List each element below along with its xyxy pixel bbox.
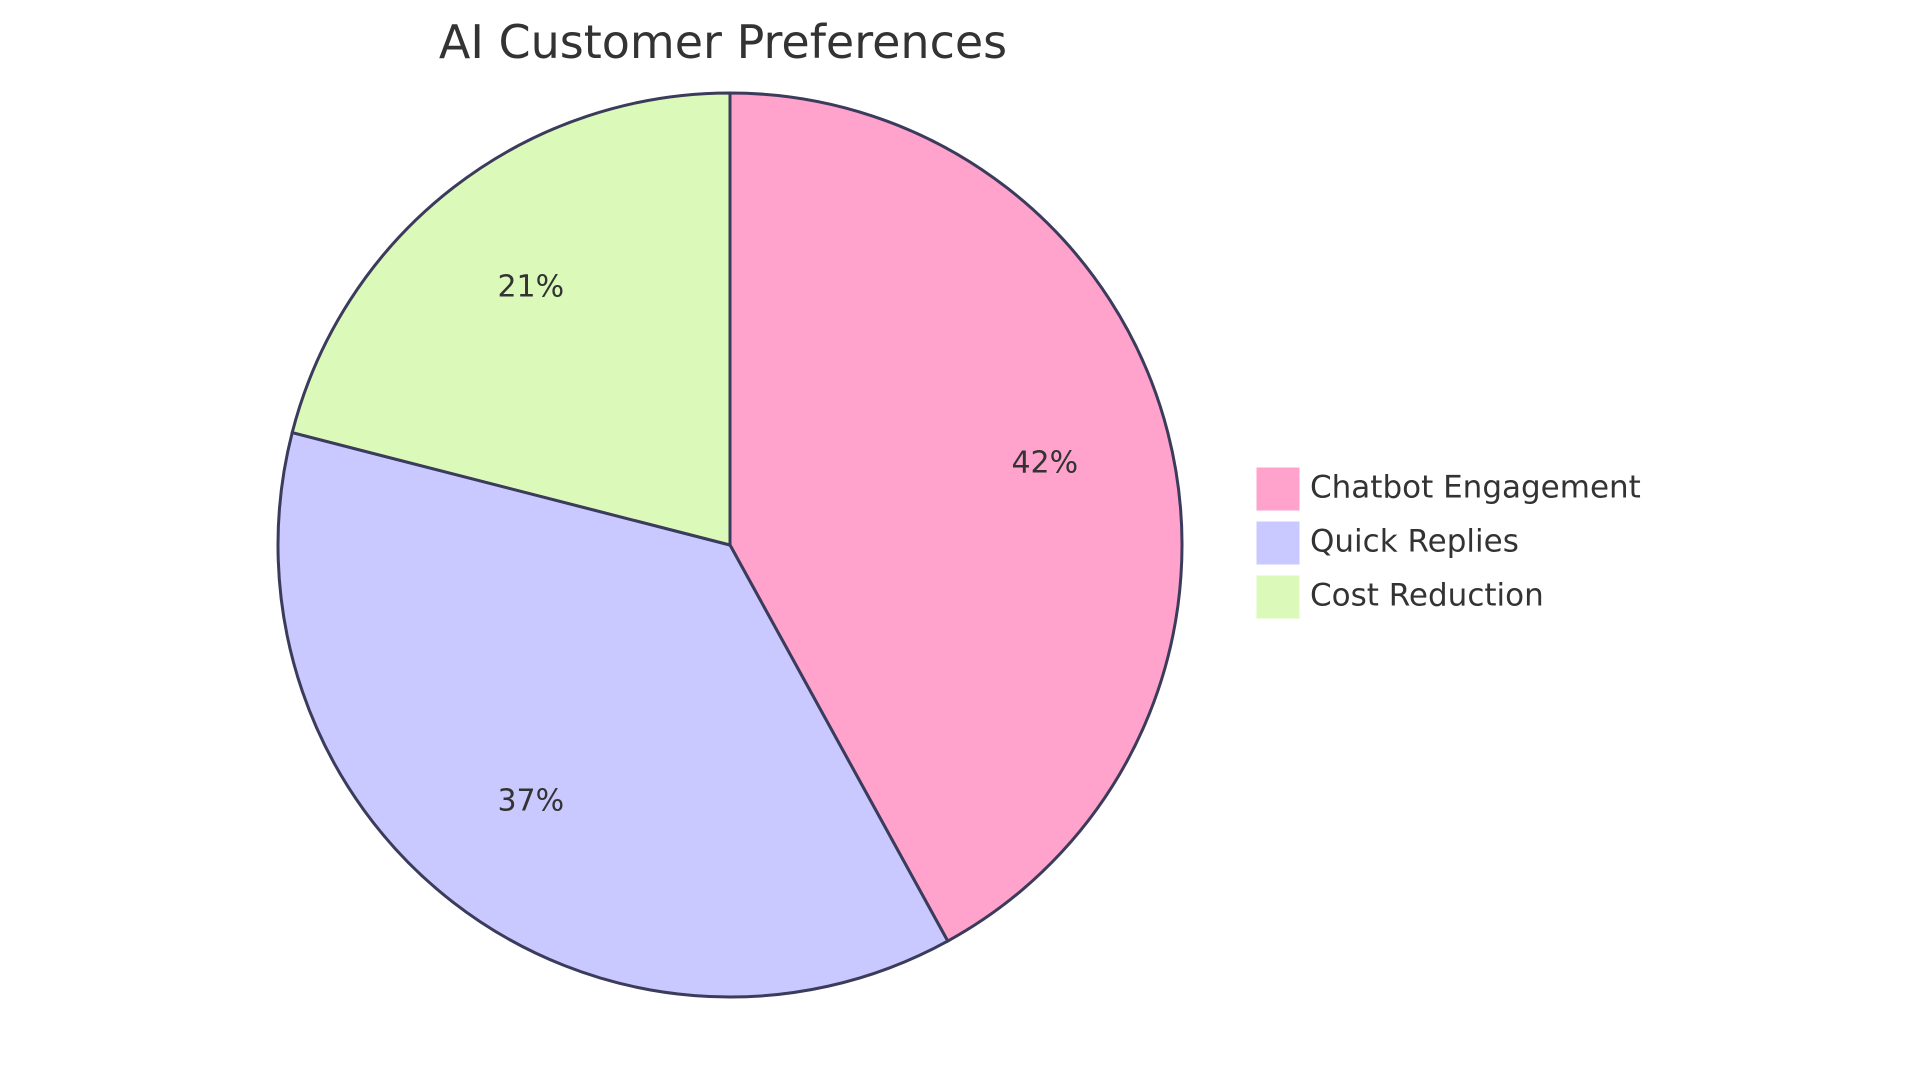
pie-slice-quick-replies xyxy=(276,430,950,999)
legend-swatch xyxy=(1255,466,1301,512)
legend-swatch xyxy=(1255,520,1301,566)
slice-labels: 42% 37% 21% xyxy=(497,270,1078,819)
legend: Chatbot Engagement Quick Replies Cost Redu… xyxy=(1255,466,1641,620)
legend-label: Quick Replies xyxy=(1310,524,1519,560)
slice-percent-label: 37% xyxy=(497,783,564,818)
pie-slices xyxy=(276,91,1184,999)
pie-slice-cost-reduction xyxy=(290,91,732,547)
legend-label: Chatbot Engagement xyxy=(1310,470,1641,506)
slice-percent-label: 42% xyxy=(1011,446,1078,481)
legend-label: Cost Reduction xyxy=(1310,578,1544,614)
pie-slice-chatbot-engagement xyxy=(728,91,1184,944)
slice-percent-label: 21% xyxy=(497,270,564,305)
chart-title: AI Customer Preferences xyxy=(439,15,1007,69)
legend-swatch xyxy=(1255,574,1301,620)
